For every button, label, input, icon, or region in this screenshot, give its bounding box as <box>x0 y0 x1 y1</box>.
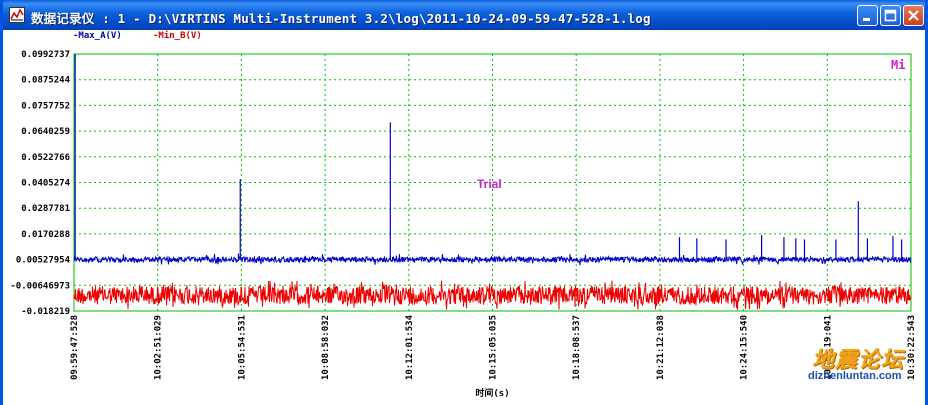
series-max-a <box>73 253 912 266</box>
x-tick-label: 10:08:58:032 <box>321 315 331 380</box>
close-icon <box>908 10 919 21</box>
x-tick-label: 10:05:54:531 <box>237 315 247 380</box>
x-tick-label: 10:27:19:041 <box>823 315 833 380</box>
minimize-icon <box>863 18 870 21</box>
y-tick-label: -0.00646973 <box>10 281 70 291</box>
window-title: 数据记录仪 : 1 - D:\VIRTINS Multi-Instrument … <box>31 11 651 26</box>
x-tick-label: 10:30:22:543 <box>907 315 917 380</box>
plot-area[interactable] <box>3 30 925 405</box>
watermark-logo: 地震论坛 <box>812 347 905 373</box>
title-bar[interactable]: 数据记录仪 : 1 - D:\VIRTINS Multi-Instrument … <box>3 0 925 30</box>
series-min-b <box>73 280 912 310</box>
x-tick-label: 10:24:15:540 <box>740 315 750 380</box>
y-axis-ticks: 0.0992737 0.0875244 0.0757752 0.0640259 0.05… <box>10 50 70 317</box>
y-tick-label: 0.0640259 <box>21 127 70 137</box>
chart-icon[interactable] <box>9 7 25 23</box>
x-tick-label: 10:15:05:035 <box>489 315 499 380</box>
x-tick-label: 09:59:47:528 <box>70 315 80 380</box>
y-tick-label: 0.0170288 <box>21 230 70 240</box>
y-tick-label: 0.00527954 <box>16 256 71 266</box>
x-axis-ticks: 09:59:47:528 10:02:51:029 10:05:54:531 10:0… <box>70 314 917 380</box>
watermark-url: dizhenluntan.com <box>808 370 902 382</box>
x-tick-label: 10:18:08:537 <box>572 315 582 380</box>
y-tick-label: 0.0287781 <box>21 204 70 214</box>
y-tick-label: 0.0992737 <box>21 50 70 60</box>
x-tick-label: 10:12:01:534 <box>405 314 415 380</box>
maximize-icon <box>884 9 897 22</box>
minimize-button[interactable] <box>857 5 878 26</box>
x-tick-label: 10:02:51:029 <box>154 315 164 380</box>
y-tick-label: 0.0875244 <box>21 76 70 86</box>
corner-tag: Mi <box>891 58 905 72</box>
legend-series-b[interactable]: -Min_B(V) <box>153 31 202 41</box>
y-tick-label: -0.018219 <box>21 307 70 317</box>
x-tick-label: 10:21:12:038 <box>656 315 666 380</box>
y-tick-label: 0.0757752 <box>21 101 70 111</box>
x-axis-title: 时间(s) <box>475 387 509 399</box>
trial-label: Trial <box>477 177 502 191</box>
y-tick-label: 0.0405274 <box>21 179 70 189</box>
y-tick-label: 0.0522766 <box>21 153 70 163</box>
legend-series-a[interactable]: -Max_A(V) <box>73 31 122 41</box>
series-traces <box>73 54 912 310</box>
maximize-button[interactable] <box>880 5 901 26</box>
close-button[interactable] <box>903 5 924 26</box>
